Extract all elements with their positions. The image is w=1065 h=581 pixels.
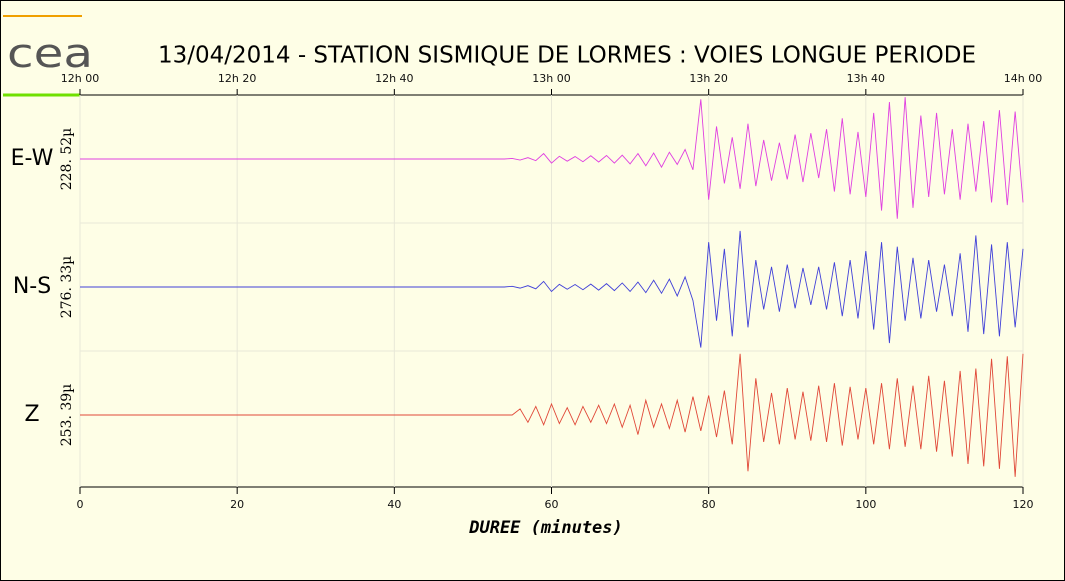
trace: [80, 230, 1024, 348]
x-tick-label: 120: [1013, 498, 1034, 511]
x-tick-label: 60: [545, 498, 559, 511]
x-tick-label: 20: [230, 498, 244, 511]
x-tick-label: 0: [77, 498, 84, 511]
top-tick-label: 12h 40: [375, 72, 413, 85]
top-tick-label: 13h 20: [689, 72, 727, 85]
scale-label: 276. 33µ: [59, 256, 75, 319]
x-tick-label: 80: [702, 498, 716, 511]
scale-label: 253. 39µ: [59, 384, 75, 447]
x-tick-label: 100: [855, 498, 876, 511]
scale-label: 228. 52µ: [59, 128, 75, 191]
chart-title: 13/04/2014 - STATION SISMIQUE DE LORMES …: [158, 43, 976, 69]
top-tick-label: 13h 40: [847, 72, 885, 85]
series-label: E-W: [11, 146, 54, 171]
top-tick-label: 14h 00: [1004, 72, 1042, 85]
series-label: N-S: [13, 274, 51, 299]
series-label: Z: [24, 402, 39, 427]
trace: [80, 353, 1024, 477]
top-tick-label: 13h 00: [532, 72, 570, 85]
x-tick-label: 40: [387, 498, 401, 511]
top-tick-label: 12h 00: [61, 72, 99, 85]
trace: [80, 97, 1024, 219]
logo: cea: [7, 31, 93, 77]
top-tick-label: 12h 20: [218, 72, 256, 85]
x-axis-label: DUREE (minutes): [468, 518, 623, 538]
